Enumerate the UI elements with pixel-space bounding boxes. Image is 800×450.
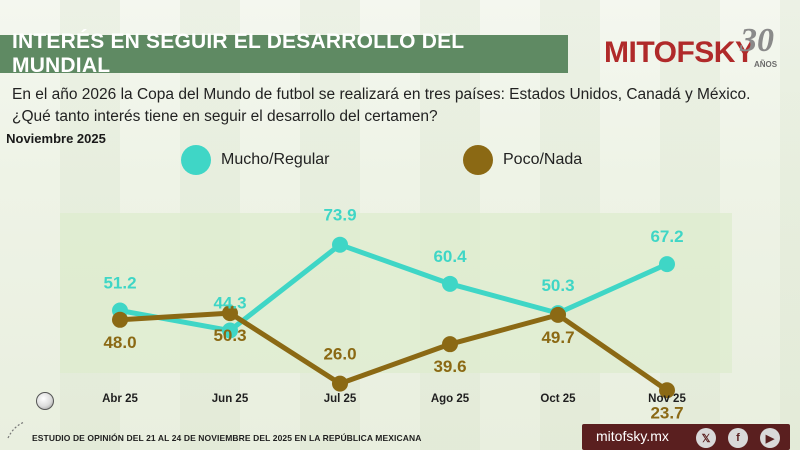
legend-poco: Poco/Nada bbox=[463, 145, 582, 175]
plot-area bbox=[60, 213, 732, 373]
logo-anos: AÑOS bbox=[754, 60, 778, 69]
data-point-1-0 bbox=[112, 311, 128, 328]
series-line-0 bbox=[117, 242, 670, 334]
data-point-0-3 bbox=[442, 275, 458, 292]
data-point-1-2 bbox=[332, 375, 348, 392]
data-point-1-5 bbox=[659, 382, 675, 399]
data-label-1-5: 23.7 bbox=[650, 403, 683, 422]
ball-trail-icon bbox=[7, 421, 25, 439]
data-label-1-3: 39.6 bbox=[433, 357, 466, 376]
x-tick-label-1: Jun 25 bbox=[212, 393, 249, 405]
mitofsky-logo: MITOFSKY 30 AÑOS bbox=[604, 18, 784, 78]
x-tick-label-4: Oct 25 bbox=[540, 393, 576, 405]
data-point-0-1 bbox=[222, 322, 238, 339]
data-label-1-1: 50.3 bbox=[213, 326, 246, 345]
study-note: ESTUDIO DE OPINIÓN DEL 21 AL 24 DE NOVIE… bbox=[32, 433, 422, 443]
youtube-icon[interactable]: ▶ bbox=[760, 428, 780, 448]
legend-mucho-label: Mucho/Regular bbox=[221, 151, 330, 168]
data-label-1-2: 26.0 bbox=[323, 345, 356, 364]
footer-url-link[interactable]: mitofsky.mx bbox=[596, 428, 669, 444]
footer-bar bbox=[582, 424, 790, 450]
period-label: Noviembre 2025 bbox=[6, 131, 106, 146]
x-tick-label-0: Abr 25 bbox=[102, 393, 138, 405]
data-point-1-3 bbox=[442, 336, 458, 353]
data-point-0-5 bbox=[659, 256, 675, 273]
page-title: INTERÉS EN SEGUIR EL DESARROLLO DEL MUND… bbox=[12, 30, 464, 77]
legend-mucho: Mucho/Regular bbox=[181, 145, 330, 175]
title-banner: INTERÉS EN SEGUIR EL DESARROLLO DEL MUND… bbox=[0, 30, 568, 77]
data-point-0-2 bbox=[332, 236, 348, 253]
data-label-0-2: 73.9 bbox=[323, 206, 356, 225]
legend-mucho-swatch bbox=[181, 145, 211, 175]
legend-poco-label: Poco/Nada bbox=[503, 151, 583, 168]
soccer-ball-icon bbox=[36, 392, 54, 410]
facebook-icon[interactable]: f bbox=[728, 428, 748, 448]
data-point-1-1 bbox=[222, 305, 238, 322]
x-icon[interactable]: 𝕏 bbox=[696, 428, 716, 448]
x-tick-label-3: Ago 25 bbox=[431, 393, 470, 405]
data-label-0-5: 67.2 bbox=[650, 227, 683, 246]
x-tick-label-5: Nov 25 bbox=[648, 393, 686, 405]
data-label-1-0: 48.0 bbox=[103, 333, 136, 352]
data-label-0-3: 60.4 bbox=[433, 247, 467, 266]
series-line-1 bbox=[117, 310, 670, 393]
data-label-1-4: 49.7 bbox=[541, 328, 574, 347]
logo-text: MITOFSKY bbox=[604, 36, 755, 69]
legend-poco-swatch bbox=[463, 145, 493, 175]
data-label-0-4: 50.3 bbox=[541, 276, 574, 295]
data-label-0-0: 51.2 bbox=[103, 274, 136, 293]
x-tick-label-2: Jul 25 bbox=[324, 393, 357, 405]
question-text: En el año 2026 la Copa del Mundo de futb… bbox=[12, 86, 751, 125]
logo-30: 30 bbox=[740, 22, 774, 59]
data-point-1-4 bbox=[550, 306, 566, 323]
data-label-0-1: 44.3 bbox=[213, 294, 246, 313]
